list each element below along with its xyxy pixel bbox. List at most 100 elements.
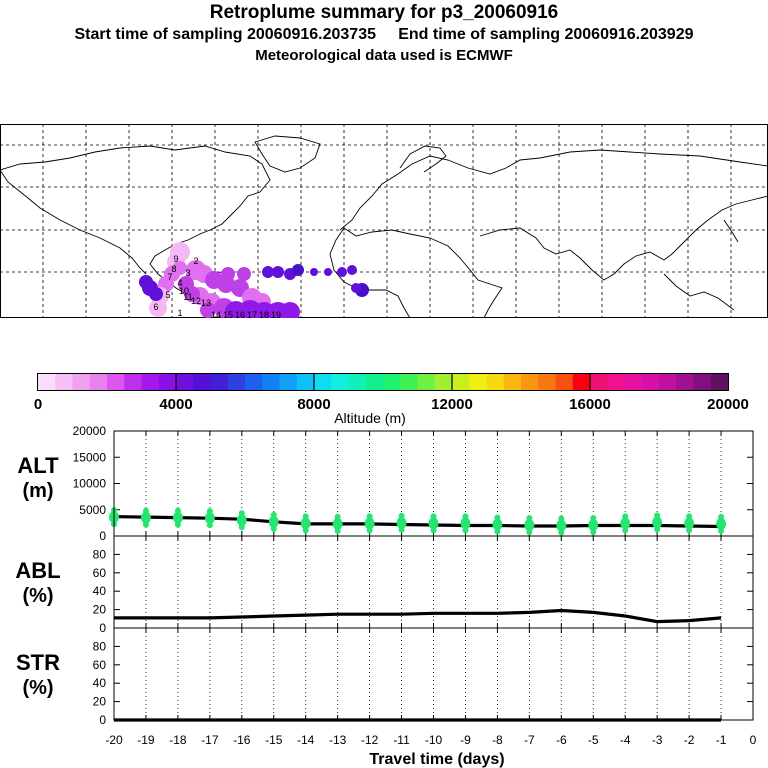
y-tick-label: 40 (93, 584, 107, 598)
particle-altitude-dot (142, 507, 149, 514)
particle-altitude-dot (622, 513, 629, 520)
plume-day-label: 16 (235, 310, 245, 318)
colorbar-cell (38, 374, 56, 390)
plume-marker (324, 268, 332, 276)
colorbar-cell (210, 374, 229, 390)
particle-altitude-dot (526, 514, 533, 521)
time-series-panels: 20000150001000050000ALT(m)806040200ABL(%… (15, 424, 756, 768)
particle-altitude-dot (590, 514, 597, 521)
europe-coast (339, 149, 768, 231)
plume-marker (221, 267, 235, 281)
panel-alt: 20000 15000 10000 5000 0 ALT(m) (17, 424, 754, 543)
greenland-coast (254, 135, 321, 173)
colorbar-cell (176, 374, 194, 390)
particle-altitude-dot (270, 511, 277, 518)
colorbar-cell (124, 374, 143, 390)
panel-frame (113, 627, 754, 721)
scandinavia-coast (399, 145, 447, 173)
particle-altitude-dot (332, 517, 343, 530)
colorbar-cell (296, 374, 315, 390)
particle-altitude-dot (206, 508, 213, 515)
colorbar-cell (365, 374, 384, 390)
north-america-west-coast (0, 169, 147, 275)
x-tick-label: -18 (169, 733, 187, 747)
particle-altitude-dot (590, 528, 597, 535)
particle-altitude-dot (334, 513, 341, 520)
panel-label: ALT (17, 453, 59, 478)
particle-altitude-dot (300, 517, 311, 530)
colorbar-cell (383, 374, 401, 390)
colorbar-cell (417, 374, 436, 390)
particle-altitude-dot (620, 517, 631, 530)
y-tick-label: 20 (93, 695, 107, 709)
plume-day-label: 3 (185, 268, 190, 278)
particle-altitude-dot (174, 507, 181, 514)
particle-altitude-dot (366, 527, 373, 534)
colorbar-cell (676, 374, 695, 390)
plume-marker (272, 266, 284, 278)
plume-marker (237, 267, 251, 281)
particle-altitude-dot (172, 511, 183, 524)
particle-altitude-dot (396, 516, 407, 529)
particle-altitude-dot (716, 517, 727, 530)
series-line (114, 608, 722, 624)
particle-altitude-dot (428, 517, 439, 530)
x-tick-label: -8 (492, 733, 503, 747)
colorbar-cell (641, 374, 660, 390)
plume-marker (149, 287, 163, 301)
particle-altitude-dot (268, 515, 279, 528)
colorbar-cell (521, 374, 539, 390)
end-time-label: End time of sampling 20060916.203929 (398, 26, 694, 43)
x-tick-label: -10 (425, 733, 443, 747)
colorbar-cell (452, 374, 470, 390)
colorbar-ticks: 0 4000 8000 12000 16000 20000 (34, 374, 749, 413)
panel-abl: 80 60 40 20 0 ABL(%) (15, 535, 754, 635)
start-time-label: Start time of sampling 20060916.203735 (74, 26, 377, 43)
particle-altitude-dot (718, 513, 725, 520)
plume-day-label: 7 (167, 272, 172, 282)
map-gridlines (0, 124, 768, 318)
plume-day-label: 4 (177, 278, 182, 288)
particle-altitude-dot (652, 516, 663, 529)
africa-coast (343, 227, 503, 318)
colorbar-cell (314, 374, 332, 390)
plume-marker (310, 268, 318, 276)
particle-altitude-dot (622, 527, 629, 534)
particle-altitude-dot (462, 513, 469, 520)
x-tick-label: -12 (361, 733, 379, 747)
plume-marker (292, 264, 304, 276)
particle-altitude-dot (718, 527, 725, 534)
plume-day-label: 14 (211, 310, 221, 318)
particle-altitude-dot (206, 522, 213, 529)
y-tick-label: 60 (93, 566, 107, 580)
y-tick-label: 60 (93, 658, 107, 672)
particle-altitude-dot (558, 515, 565, 522)
particle-altitude-dot (654, 512, 661, 519)
particle-altitude-dot (492, 518, 503, 531)
plume-day-label: 13 (201, 298, 211, 308)
plume-day-label: 5 (165, 290, 170, 300)
plume-day-label: 10 (179, 286, 189, 296)
particle-altitude-dot (686, 513, 693, 520)
y-tick-label: 15000 (73, 450, 107, 464)
x-tick-label: -4 (620, 733, 631, 747)
x-tick-label: -6 (556, 733, 567, 747)
particle-altitude-dot (398, 526, 405, 533)
colorbar-cell (486, 374, 505, 390)
plume-marker (262, 266, 274, 278)
colorbar-tick-label: 4000 (159, 396, 192, 413)
colorbar-tick-label: 12000 (431, 396, 473, 413)
plume-day-label: 15 (223, 310, 233, 318)
plume-day-label: 18 (259, 310, 269, 318)
y-tick-label: 0 (99, 713, 106, 727)
chart-title: Retroplume summary for p3_20060916 (209, 2, 559, 23)
x-tick-labels: -20 -19 -18 -17 -16 -15 -14 -13 -12 -11 -10 -9 -8 -7-… (105, 733, 756, 747)
particle-altitude-dot (238, 510, 245, 517)
x-tick-label: -5 (588, 733, 599, 747)
panel-label: STR (16, 650, 60, 675)
x-tick-label: -2 (684, 733, 695, 747)
colorbar-label: Altitude (m) (334, 410, 406, 426)
colorbar-cell (262, 374, 281, 390)
colorbar-cell (400, 374, 419, 390)
